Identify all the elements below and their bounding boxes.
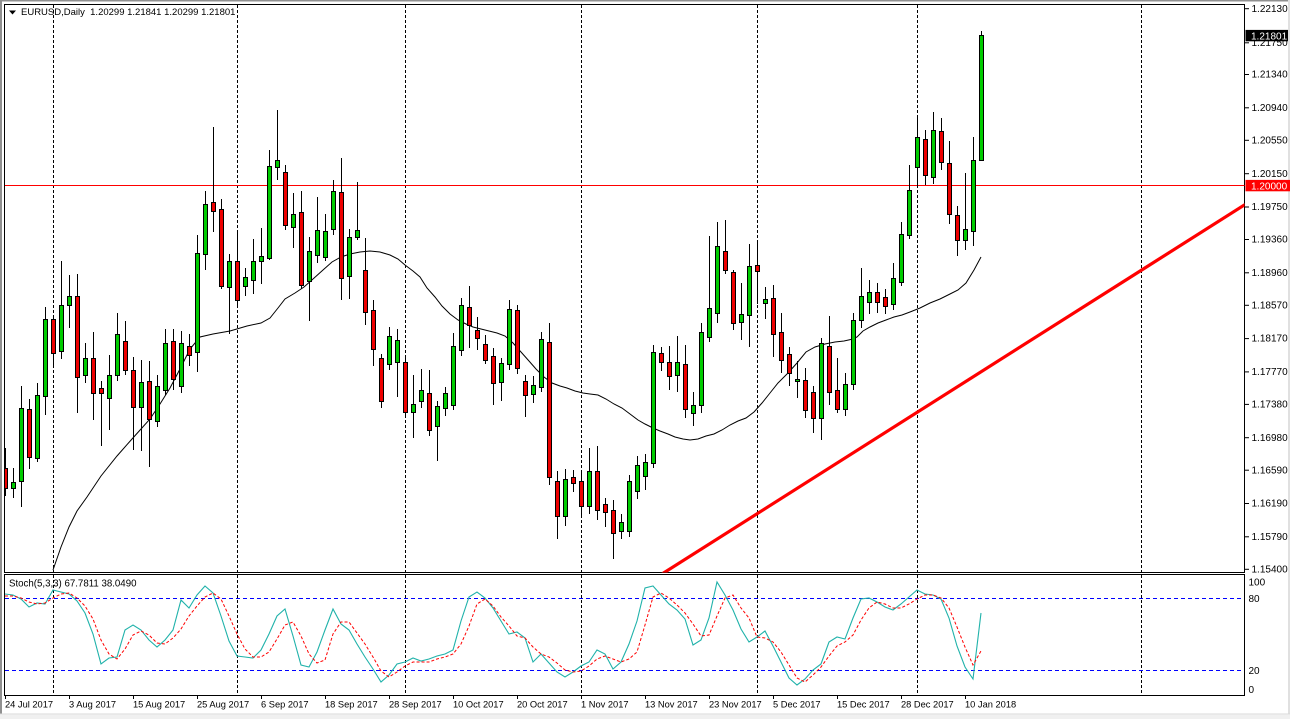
svg-text:1.16190: 1.16190 xyxy=(1252,499,1289,510)
svg-text:18 Sep 2017: 18 Sep 2017 xyxy=(325,700,378,710)
svg-text:28 Dec 2017: 28 Dec 2017 xyxy=(901,700,954,710)
svg-text:1.20940: 1.20940 xyxy=(1252,103,1289,114)
svg-text:15 Dec 2017: 15 Dec 2017 xyxy=(837,700,890,710)
svg-text:1.17770: 1.17770 xyxy=(1252,367,1289,378)
svg-text:1.18570: 1.18570 xyxy=(1252,300,1289,311)
svg-text:20: 20 xyxy=(1249,666,1261,677)
svg-text:1.21750: 1.21750 xyxy=(1252,38,1289,49)
svg-text:1.18170: 1.18170 xyxy=(1252,334,1289,345)
svg-text:80: 80 xyxy=(1249,594,1261,605)
svg-text:5 Dec 2017: 5 Dec 2017 xyxy=(773,700,821,710)
svg-text:1.21801: 1.21801 xyxy=(1251,31,1288,42)
svg-text:28 Sep 2017: 28 Sep 2017 xyxy=(389,700,442,710)
svg-text:100: 100 xyxy=(1249,578,1266,589)
svg-text:20 Oct 2017: 20 Oct 2017 xyxy=(517,700,568,710)
svg-text:1.19750: 1.19750 xyxy=(1252,202,1289,213)
svg-text:24 Jul 2017: 24 Jul 2017 xyxy=(5,700,53,710)
svg-text:1 Nov 2017: 1 Nov 2017 xyxy=(581,700,629,710)
svg-text:13 Nov 2017: 13 Nov 2017 xyxy=(645,700,698,710)
svg-text:EURUSD,Daily 1.20299 1.21841: EURUSD,Daily 1.20299 1.21841 1.20299 1.2… xyxy=(21,7,235,18)
svg-text:1.15400: 1.15400 xyxy=(1252,564,1289,575)
svg-text:1.18960: 1.18960 xyxy=(1252,268,1289,279)
svg-text:1.20150: 1.20150 xyxy=(1252,169,1289,180)
svg-text:1.22130: 1.22130 xyxy=(1252,4,1289,15)
svg-text:6 Sep 2017: 6 Sep 2017 xyxy=(261,700,309,710)
svg-text:23 Nov 2017: 23 Nov 2017 xyxy=(709,700,762,710)
svg-text:1.16980: 1.16980 xyxy=(1252,433,1289,444)
svg-text:10 Oct 2017: 10 Oct 2017 xyxy=(453,700,504,710)
svg-text:0: 0 xyxy=(1249,685,1255,696)
svg-text:1.15790: 1.15790 xyxy=(1252,532,1289,543)
svg-text:3 Aug 2017: 3 Aug 2017 xyxy=(69,700,116,710)
svg-text:1.20000: 1.20000 xyxy=(1251,181,1288,192)
svg-text:10 Jan 2018: 10 Jan 2018 xyxy=(965,700,1016,710)
svg-text:1.16590: 1.16590 xyxy=(1252,465,1289,476)
svg-text:1.19360: 1.19360 xyxy=(1252,235,1289,246)
svg-text:Stoch(5,3,3) 67.7811 38.0490: Stoch(5,3,3) 67.7811 38.0490 xyxy=(9,579,137,590)
svg-text:1.21340: 1.21340 xyxy=(1252,70,1289,81)
svg-text:1.17380: 1.17380 xyxy=(1252,400,1289,411)
svg-text:15 Aug 2017: 15 Aug 2017 xyxy=(133,700,185,710)
svg-text:25 Aug 2017: 25 Aug 2017 xyxy=(197,700,249,710)
svg-text:1.20550: 1.20550 xyxy=(1252,135,1289,146)
